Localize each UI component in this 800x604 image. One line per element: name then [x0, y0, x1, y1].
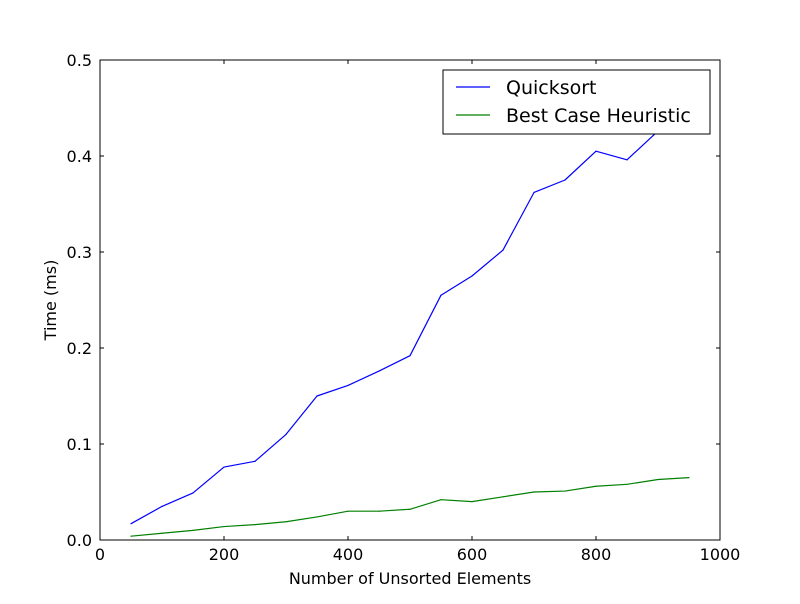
data-point-quicksort [161, 505, 163, 507]
data-point-quicksort [347, 384, 349, 387]
series-layer [130, 117, 690, 537]
data-point-best-case-heuristic [533, 491, 535, 493]
y-tick-label: 0.5 [67, 51, 92, 70]
data-point-quicksort [316, 395, 318, 397]
data-point-best-case-heuristic [285, 521, 287, 523]
y-tick-label: 0.0 [67, 531, 92, 550]
y-tick-label: 0.4 [67, 147, 92, 166]
data-point-quicksort [378, 370, 380, 372]
data-point-best-case-heuristic [502, 496, 504, 498]
data-point-best-case-heuristic [657, 478, 659, 481]
data-point-quicksort [564, 179, 566, 181]
data-point-best-case-heuristic [378, 510, 380, 512]
legend-label-best-case-heuristic: Best Case Heuristic [506, 105, 691, 127]
data-point-best-case-heuristic [347, 510, 349, 512]
x-tick-label: 400 [333, 545, 364, 564]
data-point-quicksort [285, 433, 287, 435]
data-point-quicksort [626, 159, 628, 161]
x-tick-label: 600 [457, 545, 488, 564]
data-point-best-case-heuristic [316, 516, 318, 518]
data-point-best-case-heuristic [161, 532, 163, 534]
data-point-quicksort [130, 523, 132, 525]
y-tick-label: 0.2 [67, 339, 92, 358]
x-tick-label: 200 [209, 545, 240, 564]
data-point-best-case-heuristic [564, 490, 566, 492]
plot-frame [99, 59, 721, 541]
data-point-quicksort [502, 249, 504, 251]
data-point-best-case-heuristic [192, 529, 194, 532]
data-point-quicksort [223, 466, 225, 468]
data-point-quicksort [192, 492, 194, 494]
data-point-quicksort [471, 275, 473, 277]
data-point-best-case-heuristic [223, 525, 225, 528]
y-tick-label: 0.1 [67, 435, 92, 454]
data-point-best-case-heuristic [626, 483, 628, 485]
data-point-quicksort [595, 150, 597, 152]
legend-label-quicksort: Quicksort [506, 77, 597, 99]
x-axis-label: Number of Unsorted Elements [289, 569, 531, 588]
x-tick-label: 0 [95, 545, 105, 564]
x-tick-label: 800 [581, 545, 612, 564]
data-point-best-case-heuristic [688, 477, 690, 479]
data-point-best-case-heuristic [471, 501, 473, 503]
data-point-best-case-heuristic [254, 524, 256, 526]
data-point-quicksort [533, 191, 535, 194]
data-point-quicksort [254, 460, 256, 462]
x-tick-label: 1000 [700, 545, 741, 564]
data-point-best-case-heuristic [130, 535, 132, 537]
data-point-best-case-heuristic [595, 485, 597, 487]
legend-box [442, 69, 711, 135]
ticks-layer: 0 200 400 600 800 1000 0.0 0.1 0.2 0.3 0.4 0.5 [67, 51, 741, 564]
y-tick-label: 0.3 [67, 243, 92, 262]
data-point-quicksort [409, 355, 411, 357]
legend: Quicksort Best Case Heuristic [442, 69, 711, 135]
data-point-best-case-heuristic [409, 508, 411, 510]
y-axis-label: Time (ms) [41, 260, 60, 342]
data-point-quicksort [440, 294, 442, 296]
data-point-best-case-heuristic [440, 499, 442, 501]
